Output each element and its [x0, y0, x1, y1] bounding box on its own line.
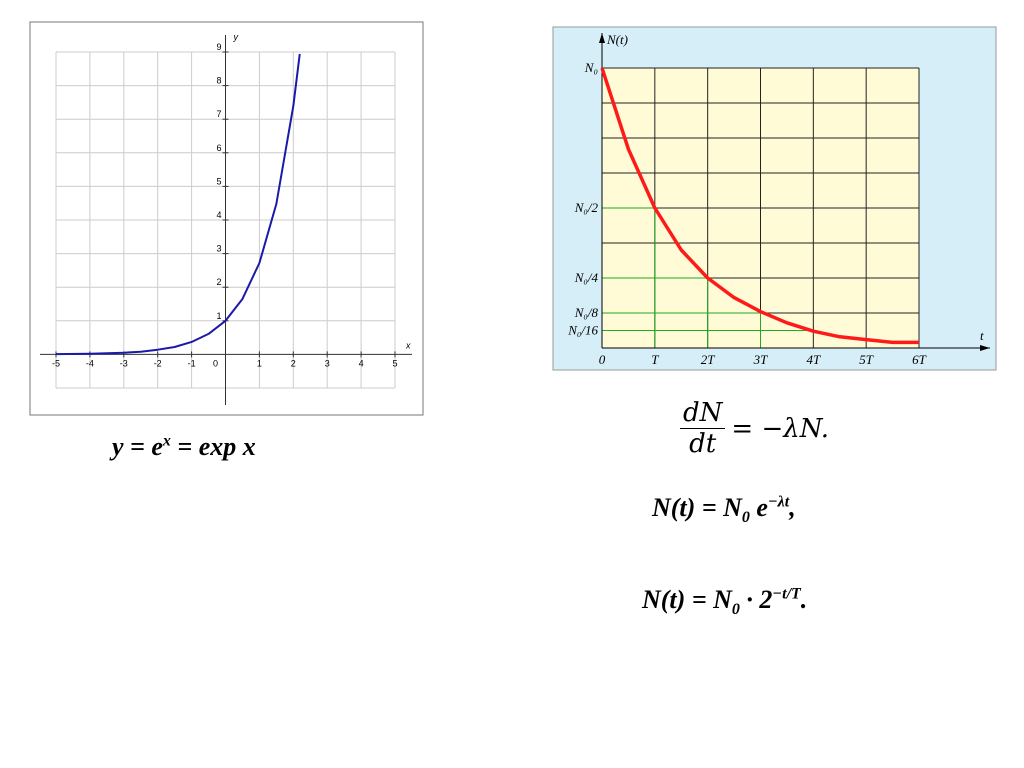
fraction: dN dt [680, 398, 726, 459]
formula-text: N(t) = N [642, 585, 732, 614]
y-tick-label: 3 [216, 244, 221, 254]
formula-text: e [749, 493, 768, 522]
y-tick-label: 5 [216, 176, 221, 186]
y-tick-label: 4 [216, 210, 221, 220]
formula-sup: x [162, 432, 171, 450]
formula: N(t) = N0 e−λt, [652, 493, 796, 527]
data-line [600, 67, 919, 345]
y-tick-label: 8 [216, 76, 221, 86]
formula-text: = −λN. [731, 413, 830, 444]
x-tick-label: 4T [806, 352, 821, 367]
x-tick-label: 4 [359, 358, 364, 368]
x-tick-label: -2 [154, 358, 162, 368]
x-tick-label: 5T [859, 352, 874, 367]
origin-label: 0 [213, 358, 218, 368]
y-axis-title: N(t) [606, 32, 628, 47]
y-tick-label: N₀/8 [574, 305, 599, 320]
x-tick-label: T [651, 352, 659, 367]
x-axis-title: t [980, 328, 984, 343]
formula-sub: 0 [741, 509, 750, 527]
x-tick-label: 5 [392, 358, 397, 368]
y-arrow [599, 33, 605, 43]
denominator: dt [689, 429, 717, 459]
formula-text: N(t) = N [652, 493, 742, 522]
y-tick-label: 7 [216, 109, 221, 119]
formula: y = ex = exp x [112, 432, 256, 462]
formula: N(t) = N0 · 2−t/T. [642, 585, 807, 619]
y-tick-label: N₀/2 [574, 200, 599, 215]
y-tick-label: N₀/4 [574, 270, 599, 285]
formula-text: . [800, 585, 808, 614]
formula-text: , [789, 493, 796, 522]
y-tick-label: 9 [216, 42, 221, 52]
formula-sup: −λt [767, 493, 790, 511]
x-tick-label: 0 [599, 352, 606, 367]
y-tick-label: 6 [216, 143, 221, 153]
x-tick-label: 6T [912, 352, 927, 367]
x-axis-title: x [405, 340, 411, 350]
y-tick-label: 1 [216, 311, 221, 321]
formula-text: y = e [112, 432, 163, 461]
data-line [55, 53, 301, 356]
x-tick-label: -1 [188, 358, 196, 368]
formula-sup: −t/T [772, 585, 801, 603]
y-tick-label: N₀ [584, 60, 598, 75]
y-tick-label: 2 [216, 277, 221, 287]
x-tick-label: -4 [86, 358, 94, 368]
y-tick-label: N₀/16 [567, 323, 598, 338]
x-tick-label: 1 [257, 358, 262, 368]
formula-text: · 2 [739, 585, 773, 614]
x-tick-label: 2T [701, 352, 716, 367]
x-tick-label: -3 [120, 358, 128, 368]
y-axis-title: y [233, 32, 239, 42]
formula: dN dt = −λN. [680, 398, 829, 459]
x-tick-label: -5 [52, 358, 60, 368]
x-tick-label: 2 [291, 358, 296, 368]
x-tick-label: 3 [325, 358, 330, 368]
formula-sub: 0 [731, 601, 740, 619]
x-tick-label: 3T [753, 352, 769, 367]
numerator: dN [680, 398, 726, 429]
x-arrow [980, 345, 990, 351]
chart-frame [29, 21, 424, 416]
formula-text: = exp x [170, 432, 256, 461]
